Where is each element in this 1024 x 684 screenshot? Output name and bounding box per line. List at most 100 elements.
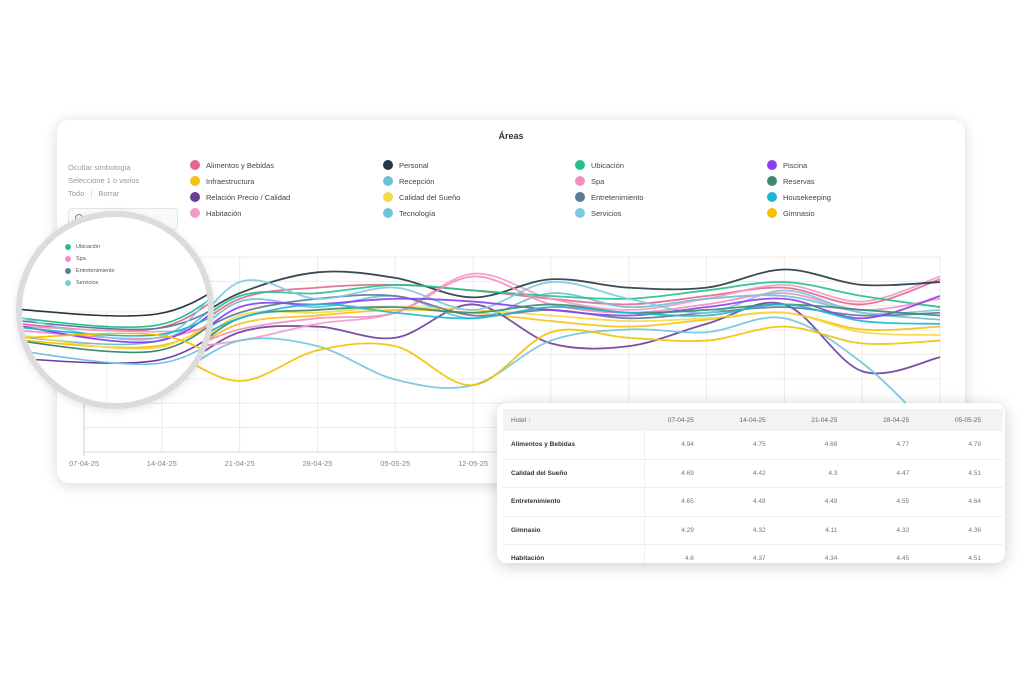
cell-value: 4.29 (644, 516, 716, 545)
legend-item-reservas[interactable]: Reservas (767, 176, 815, 186)
legend-label: Calidad del Sueño (399, 192, 461, 202)
date-column-header[interactable]: 21-04-25 (787, 409, 860, 431)
legend-swatch (575, 208, 585, 218)
legend-swatch (190, 208, 200, 218)
series-line-recepci-n[interactable] (83, 292, 941, 361)
table-row: Calidad del Sueño 4.69 4.42 4.3 4.47 4.51 (503, 459, 1003, 488)
legend-item-calidad-del-sue-o[interactable]: Calidad del Sueño (383, 192, 460, 202)
legend-swatch (65, 244, 71, 250)
legend-item-infraestructura[interactable]: Infraestructura (190, 176, 254, 186)
magnifier-legend-item: Servicios (65, 280, 98, 286)
cell-value: 4.33 (859, 516, 932, 545)
cell-value: 4.32 (715, 516, 788, 545)
legend-item-gimnasio[interactable]: Gimnasio (767, 208, 815, 218)
table-row: Habitación 4.6 4.37 4.34 4.45 4.51 (503, 544, 1003, 563)
legend-swatch (767, 176, 777, 186)
date-column-header[interactable]: 28-04-25 (859, 409, 932, 431)
series-line-gimnasio[interactable] (83, 325, 941, 387)
magnified-line-relaci-n-precio-calidad (22, 337, 208, 364)
legend-label: Spa (591, 176, 605, 186)
series-line-relaci-n-precio-calidad[interactable] (83, 301, 941, 378)
magnifier-legend-item: Entretenimiento (65, 268, 115, 274)
legend-swatch (65, 280, 71, 286)
x-tick-label: 28-04-25 (302, 459, 332, 468)
x-tick-label: 21-04-25 (225, 459, 255, 468)
legend-item-spa[interactable]: Spa (575, 176, 604, 186)
row-name: Gimnasio (503, 516, 645, 545)
cell-value: 4.48 (715, 487, 788, 517)
legend-swatch (383, 176, 393, 186)
clear-link[interactable]: Borrar (98, 189, 120, 198)
chart-title: Áreas (498, 131, 524, 141)
legend-swatch (575, 192, 585, 202)
series-line-piscina[interactable] (83, 295, 941, 360)
cell-value: 4.69 (644, 459, 716, 488)
legend-label: Gimnasio (783, 208, 815, 218)
legend-item-alimentos-y-bebidas[interactable]: Alimentos y Bebidas (190, 160, 274, 170)
magnified-line-tecnolog-a (22, 344, 208, 366)
cell-value: 4.79 (931, 431, 1003, 460)
hide-legend-link[interactable]: Ocultar simbología (68, 163, 131, 172)
cell-value: 4.47 (859, 459, 932, 488)
legend-item-servicios[interactable]: Servicios (575, 208, 621, 218)
legend-item-relaci-n-precio-calidad[interactable]: Relación Precio / Calidad (190, 192, 290, 202)
legend-item-recepci-n[interactable]: Recepción (383, 176, 434, 186)
legend-swatch (767, 208, 777, 218)
row-name: Habitación (503, 544, 645, 563)
hotel-column-header[interactable]: Hotel ↑ (503, 409, 645, 431)
date-column-header[interactable]: 07-04-25 (644, 409, 716, 431)
cell-value: 4.51 (931, 544, 1003, 563)
cell-value: 4.55 (859, 487, 932, 517)
legend-label: Piscina (783, 160, 808, 170)
legend-label: Tecnología (399, 208, 436, 218)
series-line-housekeeping[interactable] (83, 303, 941, 354)
series-line-ubicaci-n[interactable] (83, 281, 941, 346)
legend-label: Ubicación (76, 244, 101, 250)
cell-value: 4.34 (787, 544, 860, 563)
legend-label: Servicios (591, 208, 622, 218)
legend-item-entretenimiento[interactable]: Entretenimiento (575, 192, 644, 202)
magnified-line-piscina (22, 314, 208, 344)
legend-item-tecnolog-a[interactable]: Tecnología (383, 208, 435, 218)
legend-swatch (767, 192, 777, 202)
legend-swatch (190, 192, 200, 202)
legend-item-piscina[interactable]: Piscina (767, 160, 807, 170)
date-column-header[interactable]: 05-05-25 (931, 409, 1003, 431)
cell-value: 4.45 (859, 544, 932, 563)
row-name: Calidad del Sueño (503, 459, 645, 488)
data-table-card: Hotel ↑ 07-04-25 14-04-25 21-04-25 28-04-25… (497, 403, 1005, 563)
select-all-link[interactable]: Todo (68, 189, 85, 198)
magnifier-legend-item: Spa (65, 256, 86, 262)
legend-item-ubicaci-n[interactable]: Ubicación (575, 160, 624, 170)
legend-label: Personal (399, 160, 429, 170)
legend-swatch (383, 160, 393, 170)
magnified-line-ubicaci-n (22, 299, 208, 328)
legend-swatch (767, 160, 777, 170)
cell-value: 4.94 (644, 431, 716, 460)
magnifier-lens: Ubicación Spa Entretenimiento Servicios (16, 211, 214, 409)
date-column-header[interactable]: 14-04-25 (715, 409, 788, 431)
x-tick-label: 14-04-25 (147, 459, 177, 468)
series-line-tecnolog-a[interactable] (83, 316, 941, 439)
legend-item-housekeeping[interactable]: Housekeeping (767, 192, 831, 202)
legend-swatch (65, 256, 71, 262)
cell-value: 4.75 (715, 431, 788, 460)
legend-label: Entretenimiento (76, 268, 115, 274)
magnifier-legend-item: Ubicación (65, 244, 100, 250)
series-line-spa[interactable] (83, 275, 941, 356)
magnified-line-housekeeping (22, 317, 208, 337)
legend-label: Relación Precio / Calidad (206, 192, 291, 202)
legend-label: Habitación (206, 208, 242, 218)
legend-swatch (575, 176, 585, 186)
cell-value: 4.65 (644, 487, 716, 517)
separator: | (90, 189, 93, 198)
series-line-personal[interactable] (83, 268, 941, 337)
cell-value: 4.6 (644, 544, 716, 563)
magnified-line-servicios (22, 298, 208, 341)
legend-label: Entretenimiento (591, 192, 644, 202)
legend-item-personal[interactable]: Personal (383, 160, 429, 170)
legend-label: Housekeeping (783, 192, 831, 202)
series-line-servicios[interactable] (83, 279, 941, 357)
legend-item-habitaci-n[interactable]: Habitación (190, 208, 241, 218)
legend-swatch (383, 208, 393, 218)
